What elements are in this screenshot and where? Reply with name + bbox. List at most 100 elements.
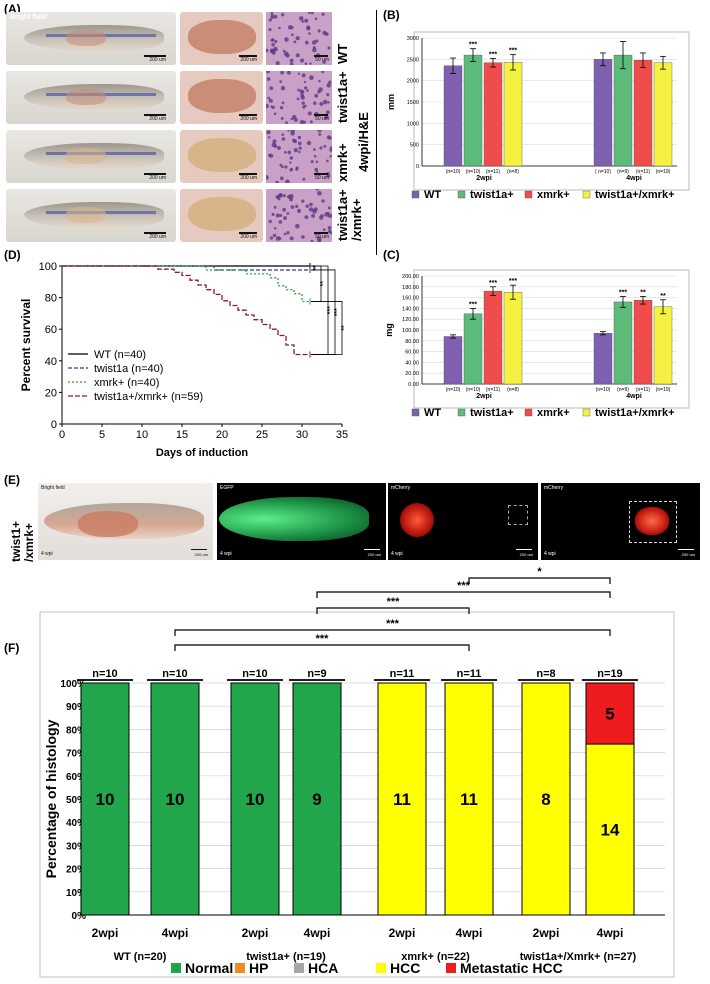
nucleus (275, 61, 280, 65)
x-group-label: 2wpi (476, 175, 492, 182)
panel-label-d: (D) (4, 248, 21, 262)
bar (463, 54, 483, 167)
significance-label: *** (327, 306, 334, 314)
nucleus (317, 130, 322, 133)
fluorescence-photo: Bright field 4 wpi 200 um (38, 483, 213, 560)
legend-swatch (294, 963, 304, 973)
y-tick-label: 50% (66, 795, 86, 806)
fish-belly (66, 30, 106, 46)
group-label: WT (n=20) (114, 951, 167, 963)
chart-b-body-length: 0 500 1000 1500 2000 2500 3000 mm (n=10) *** (n=10… (386, 31, 690, 201)
legend-swatch (582, 408, 591, 417)
nucleus (281, 133, 285, 137)
scale-label: 200 um (149, 57, 166, 63)
nucleus (295, 223, 300, 229)
scale-label: 50 um (315, 116, 329, 122)
nucleus (328, 136, 332, 140)
scale-bar (678, 548, 694, 550)
nucleus (314, 167, 318, 172)
x-tick-label: 2wpi (242, 926, 269, 940)
nucleus (269, 236, 274, 240)
bar (483, 290, 503, 385)
nucleus (327, 225, 332, 230)
nucleus (301, 235, 305, 239)
n-label: (n=19) (656, 387, 671, 393)
n-label: (n=11) (636, 169, 651, 175)
nucleus (313, 154, 317, 158)
y-tick-label: 40% (66, 818, 86, 829)
mcherry-signal (400, 503, 434, 537)
nucleus (285, 53, 290, 58)
fish-belly (66, 148, 106, 164)
liver-photo: 200 um (180, 189, 263, 242)
y-tick-label: 80.00 (405, 339, 419, 345)
bar (593, 59, 613, 167)
significance-label: *** (387, 596, 401, 608)
legend-label: Metastatic HCC (460, 960, 563, 976)
nucleus (273, 227, 277, 230)
scale-bar (364, 548, 380, 550)
x-group-label: 4wpi (626, 175, 642, 182)
stacked-bar-segment (80, 682, 130, 916)
image-label: mCherry (544, 485, 564, 491)
nucleus (327, 46, 331, 50)
nucleus (307, 12, 311, 15)
nucleus (308, 207, 314, 212)
nucleus (278, 220, 283, 224)
nucleus (273, 112, 277, 116)
nucleus (326, 159, 329, 163)
stacked-bar-segment (585, 743, 635, 916)
nucleus (287, 150, 292, 155)
bar (633, 300, 653, 385)
y-tick-label: 90% (66, 702, 86, 713)
segment-count-label: 14 (601, 821, 620, 840)
nucleus (266, 48, 269, 53)
x-group-label: 2wpi (476, 393, 492, 400)
nucleus (326, 93, 330, 97)
segment-count-label: 9 (312, 790, 321, 809)
liver-organ (188, 138, 256, 172)
nucleus (321, 71, 325, 74)
legend-swatch (411, 190, 420, 199)
nucleus (284, 165, 288, 169)
scale-label: 50 um (315, 57, 329, 63)
nucleus (281, 13, 285, 17)
y-tick-label: 180.00 (402, 285, 419, 291)
nucleus (305, 204, 309, 208)
n-label: n=10 (162, 668, 187, 680)
chart-d-survival: 0 20 40 60 80 100 0 5 10 15 20 25 30 35 Days of induct… (19, 261, 348, 459)
egfp-signal (219, 497, 369, 541)
significance-label: *** (334, 308, 341, 316)
nucleus (326, 83, 331, 88)
nucleus (266, 77, 271, 81)
scale-label: 200 um (194, 552, 208, 557)
bar (503, 62, 523, 167)
nucleus (278, 26, 281, 30)
stacked-bar-segment (230, 682, 280, 916)
nucleus (289, 62, 294, 65)
fish-belly (66, 207, 106, 223)
nucleus (275, 180, 280, 183)
nucleus (268, 153, 271, 157)
nucleus (310, 239, 314, 242)
n-label: (n=8) (507, 387, 519, 393)
wpi-label: 4 wpi (544, 551, 556, 557)
nucleus (283, 232, 287, 236)
nucleus (323, 144, 327, 148)
nucleus (286, 231, 290, 235)
nucleus (300, 58, 305, 63)
nucleus (306, 89, 309, 92)
nucleus (287, 194, 292, 199)
scale-bar (144, 55, 166, 57)
stacked-bar-segment (444, 682, 494, 916)
nucleus (301, 73, 306, 78)
fluorescence-photo: mCherry 4 wpi 200 um (388, 483, 538, 560)
significance-label: *** (457, 580, 471, 592)
nucleus (311, 40, 317, 45)
nucleus (302, 177, 306, 181)
nucleus (283, 216, 287, 220)
segment-count-label: 10 (166, 790, 185, 809)
legend-swatch (411, 408, 420, 417)
image-label: EGFP (220, 485, 234, 491)
nucleus (306, 26, 311, 31)
